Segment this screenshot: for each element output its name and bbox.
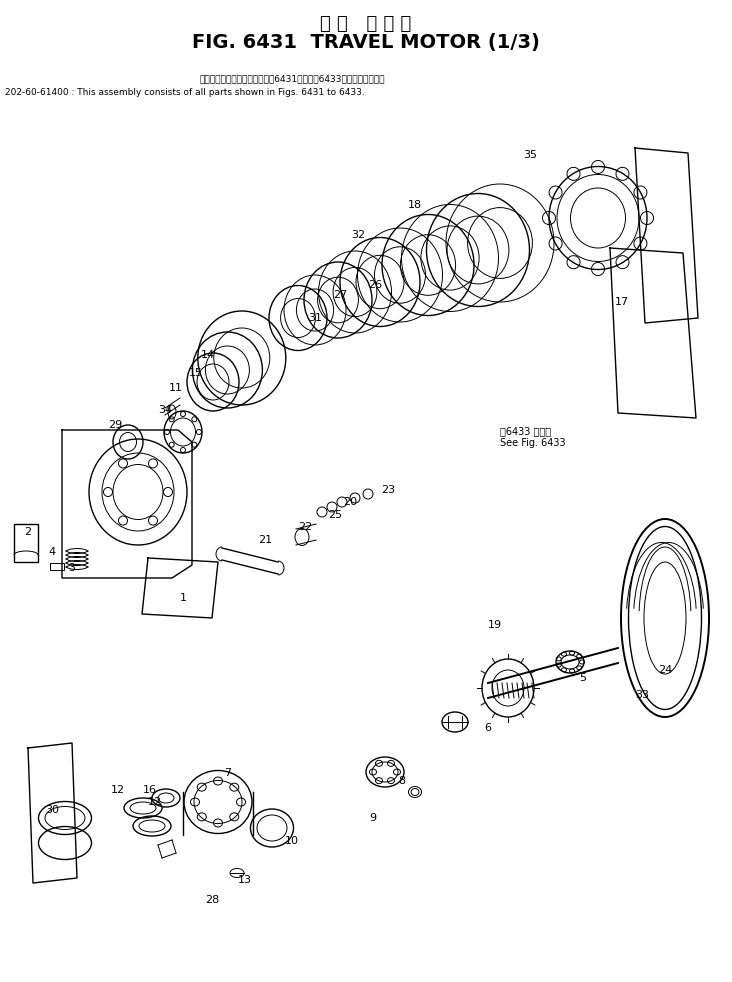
Text: 35: 35 xyxy=(523,150,537,160)
Text: 5: 5 xyxy=(580,673,586,683)
Text: FIG. 6431  TRAVEL MOTOR (1/3): FIG. 6431 TRAVEL MOTOR (1/3) xyxy=(192,32,540,51)
Text: 8: 8 xyxy=(398,776,406,786)
Text: 24: 24 xyxy=(658,665,672,675)
Text: 202-60-61400 : This assembly consists of all parts shown in Figs. 6431 to 6433.: 202-60-61400 : This assembly consists of… xyxy=(5,87,365,96)
Text: 32: 32 xyxy=(351,230,365,240)
Text: 走 行   モ ー タ: 走 行 モ ー タ xyxy=(321,15,411,33)
Text: 15: 15 xyxy=(189,368,203,378)
Text: 16: 16 xyxy=(143,785,157,795)
Text: 21: 21 xyxy=(258,535,272,545)
Text: 26: 26 xyxy=(368,280,382,290)
Text: 20: 20 xyxy=(343,497,357,507)
Text: 11: 11 xyxy=(169,383,183,393)
Text: 9: 9 xyxy=(370,813,376,823)
Bar xyxy=(14,524,38,562)
Text: 2: 2 xyxy=(24,527,31,537)
Text: 17: 17 xyxy=(615,297,629,307)
Text: 12: 12 xyxy=(111,785,125,795)
Text: 22: 22 xyxy=(298,522,312,532)
Text: 10: 10 xyxy=(285,836,299,846)
Text: 第6433 図参照
See Fig. 6433: 第6433 図参照 See Fig. 6433 xyxy=(500,426,566,448)
Text: 33: 33 xyxy=(635,690,649,700)
Text: 6: 6 xyxy=(485,723,491,733)
Text: 4: 4 xyxy=(48,547,56,557)
Text: 25: 25 xyxy=(328,510,342,520)
Text: 13: 13 xyxy=(238,875,252,885)
Text: 34: 34 xyxy=(158,405,172,415)
Text: 19: 19 xyxy=(488,620,502,630)
Text: 12: 12 xyxy=(148,797,162,807)
Bar xyxy=(50,563,64,570)
Text: 23: 23 xyxy=(381,485,395,495)
Text: 3: 3 xyxy=(69,563,75,573)
Text: 31: 31 xyxy=(308,313,322,323)
Text: 1: 1 xyxy=(179,593,187,603)
Text: 14: 14 xyxy=(201,350,215,360)
Text: 27: 27 xyxy=(333,290,347,300)
Text: 18: 18 xyxy=(408,200,422,210)
Text: このアセンブリの構成部品は第6431図から第6433図まで含みます。: このアセンブリの構成部品は第6431図から第6433図まで含みます。 xyxy=(200,75,386,83)
Text: 29: 29 xyxy=(108,420,122,430)
Text: 28: 28 xyxy=(205,895,219,905)
Text: 30: 30 xyxy=(45,805,59,815)
Text: 7: 7 xyxy=(225,768,231,778)
